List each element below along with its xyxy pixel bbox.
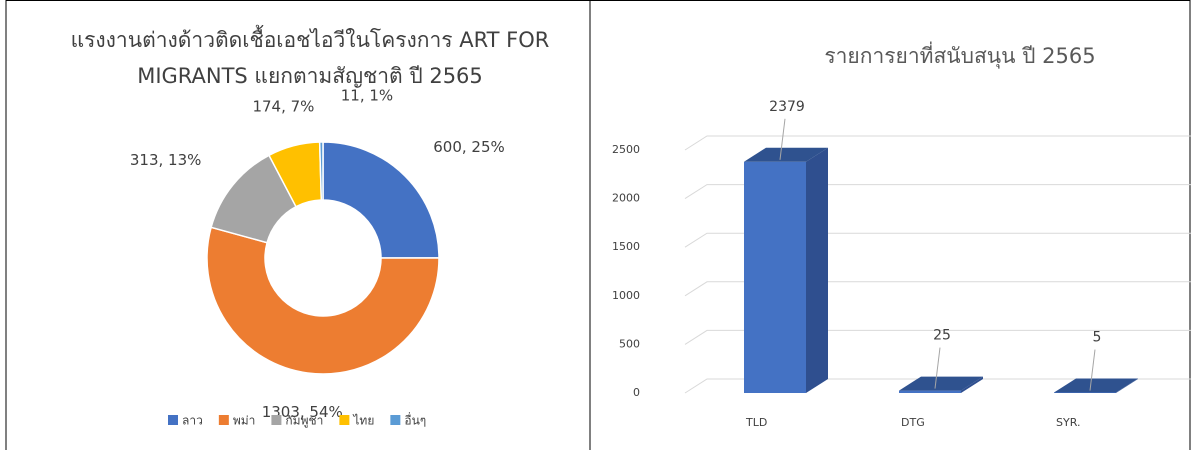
bar-face — [744, 147, 828, 162]
x-tick-label: TLD — [745, 416, 767, 429]
legend-swatch — [339, 415, 350, 425]
bar-face — [899, 376, 983, 391]
leader-line — [1089, 349, 1096, 391]
donut-slice — [206, 226, 440, 375]
bar — [899, 376, 983, 393]
x-tick-label: DTG — [901, 416, 925, 429]
x-tick-label: SYR. — [1056, 416, 1080, 429]
data-label: 11, 1% — [341, 87, 393, 105]
grid-line — [684, 232, 1191, 248]
y-tick-label: 2000 — [612, 192, 640, 205]
data-label: 174, 7% — [252, 98, 314, 116]
y-tick-label: 0 — [633, 386, 640, 399]
donut-slice — [322, 141, 440, 259]
donut-title: แรงงานต่างด้าวติดเชื้อเอชไอวีในโครงการ A… — [70, 28, 550, 88]
data-label: 25 — [933, 328, 951, 344]
frame — [5, 0, 1191, 450]
data-label: 600, 25% — [433, 138, 505, 156]
legend-label: พม่า — [233, 414, 256, 428]
y-tick-label: 2500 — [612, 143, 640, 156]
legend-swatch — [271, 415, 282, 425]
bar-face — [744, 161, 806, 393]
data-label: 313, 13% — [130, 151, 202, 169]
legend-swatch — [390, 415, 401, 425]
grid-line — [684, 184, 1191, 200]
bar-face — [1116, 378, 1138, 393]
grid-line — [684, 378, 1191, 394]
data-label: 2379 — [769, 99, 805, 115]
legend-swatch — [218, 415, 229, 425]
legend-label: อื่นๆ — [404, 412, 426, 428]
legend-swatch — [168, 415, 178, 425]
bar-face — [1054, 378, 1138, 393]
bar — [1054, 378, 1138, 393]
data-label: 5 — [1093, 330, 1102, 346]
grid-line — [684, 135, 1191, 151]
leader-line — [779, 118, 786, 160]
y-tick-label: 500 — [619, 337, 640, 350]
data-label: 1303, 54% — [262, 403, 343, 421]
donut-slice — [318, 141, 324, 201]
bar-face — [961, 376, 983, 393]
legend-label: กัมพูชา — [285, 414, 323, 429]
y-tick-label: 1000 — [612, 289, 640, 302]
y-tick-label: 1500 — [612, 240, 640, 253]
legend-label: ลาว — [182, 414, 203, 428]
bar — [744, 147, 828, 393]
bar-title: รายการยาที่สนับสนุน ปี 2565 — [824, 44, 1096, 68]
bar-face — [899, 390, 961, 393]
grid-line — [684, 329, 1191, 345]
bar-face — [806, 147, 828, 393]
grid-line — [684, 281, 1191, 297]
legend-label: ไทย — [352, 414, 374, 428]
leader-line — [934, 347, 941, 389]
